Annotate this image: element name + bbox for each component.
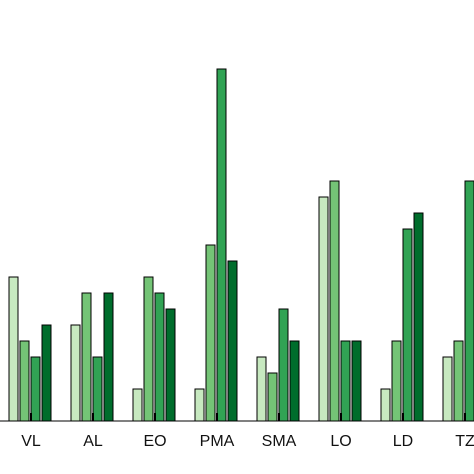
bar [70,324,81,422]
bar [413,212,424,422]
x-tick-label: SMA [262,433,297,450]
x-tick-label: AL [83,433,103,450]
bar [464,180,474,422]
bar [289,340,300,422]
bar [194,388,205,422]
bar [216,68,227,422]
bar [103,292,114,422]
bar [227,260,238,422]
x-tick-label: VL [21,433,41,450]
bar [402,228,413,422]
x-tick-label: PMA [200,433,235,450]
bar [143,276,154,422]
bar [19,340,30,422]
bar [41,324,52,422]
x-tick-label: LO [330,433,351,450]
bar [205,244,216,422]
bar [380,388,391,422]
x-tick-label: LD [393,433,413,450]
x-tick-label: TZ [455,433,474,450]
bar [351,340,362,422]
bar [329,180,340,422]
x-tick-label: EO [143,433,166,450]
bar [318,196,329,422]
bar [340,340,351,422]
bar [391,340,402,422]
bar [81,292,92,422]
bar [442,356,453,422]
bar [256,356,267,422]
bar [453,340,464,422]
bar [92,356,103,422]
bar [165,308,176,422]
bar [278,308,289,422]
bar [154,292,165,422]
bar [30,356,41,422]
bar [132,388,143,422]
bar [267,372,278,422]
bar [8,276,19,422]
